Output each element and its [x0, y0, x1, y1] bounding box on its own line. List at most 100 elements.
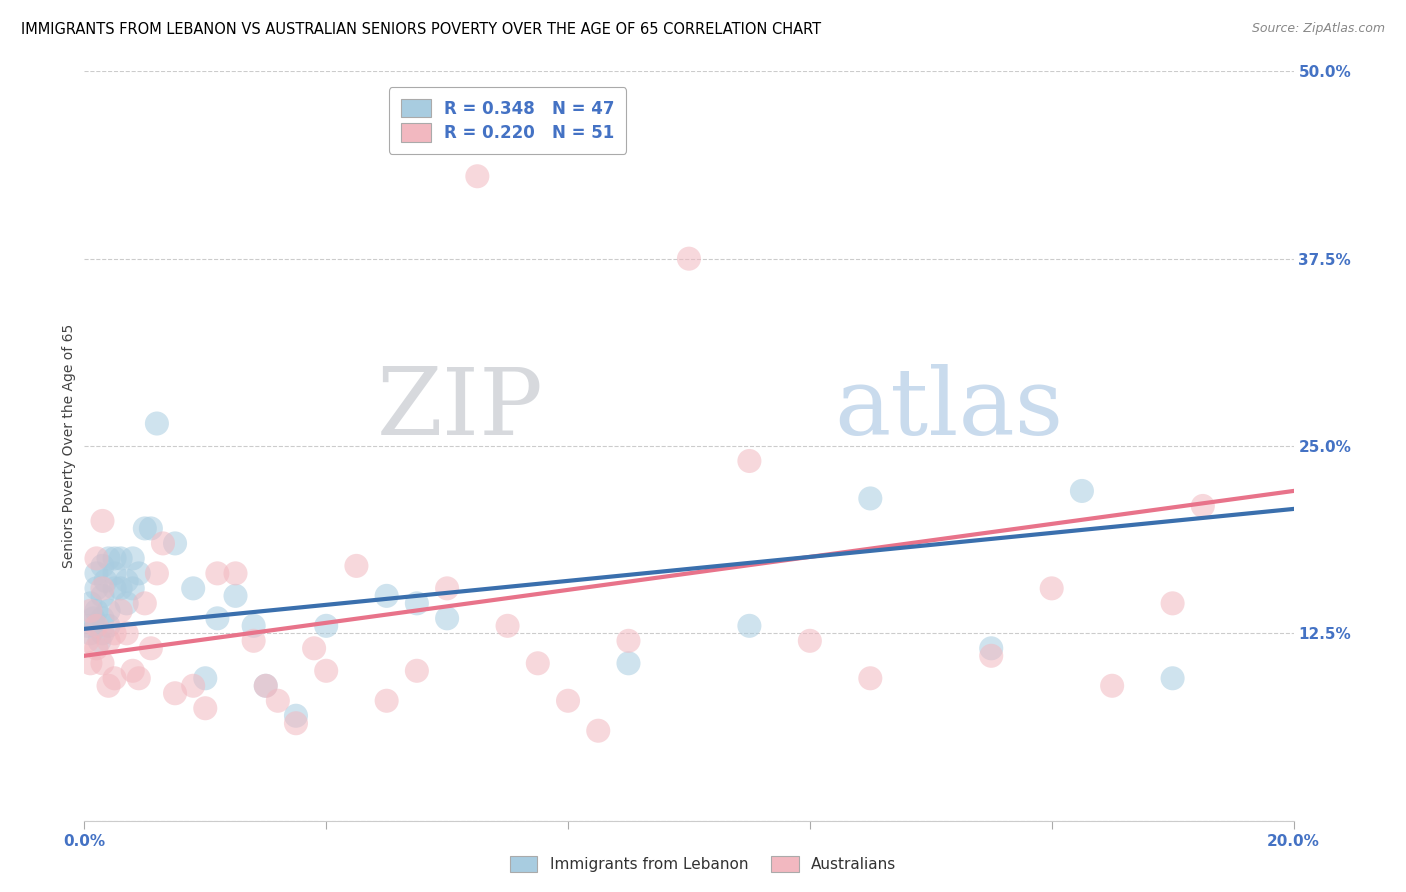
Point [115, 574, 138, 588]
Point [467, 169, 489, 184]
Point [375, 589, 398, 603]
Point [104, 671, 127, 685]
Point [527, 657, 550, 671]
Point [89, 633, 111, 648]
Point [181, 679, 204, 693]
Point [79, 604, 101, 618]
Point [588, 723, 610, 738]
Point [242, 633, 264, 648]
Point [97, 551, 120, 566]
Point [436, 611, 458, 625]
Point [617, 657, 640, 671]
Point [104, 626, 127, 640]
Point [104, 566, 127, 581]
Point [104, 551, 127, 566]
Point [207, 566, 229, 581]
Point [254, 679, 277, 693]
Legend: R = 0.348   N = 47, R = 0.220   N = 51: R = 0.348 N = 47, R = 0.220 N = 51 [389, 87, 626, 153]
Point [315, 664, 337, 678]
Point [97, 633, 120, 648]
Point [181, 582, 204, 596]
Point [207, 611, 229, 625]
Point [91, 558, 114, 573]
Point [225, 566, 247, 581]
Point [1071, 483, 1094, 498]
Point [110, 551, 132, 566]
Point [86, 604, 108, 618]
Point [194, 671, 217, 685]
Point [121, 664, 143, 678]
Point [91, 589, 114, 603]
Point [980, 648, 1002, 663]
Point [97, 619, 120, 633]
Point [79, 657, 101, 671]
Point [146, 417, 169, 431]
Point [97, 679, 120, 693]
Text: Source: ZipAtlas.com: Source: ZipAtlas.com [1251, 22, 1385, 36]
Point [557, 694, 579, 708]
Point [128, 671, 150, 685]
Point [121, 582, 143, 596]
Legend: Immigrants from Lebanon, Australians: Immigrants from Lebanon, Australians [502, 848, 904, 880]
Point [139, 521, 162, 535]
Point [980, 641, 1002, 656]
Point [115, 626, 138, 640]
Point [97, 604, 120, 618]
Point [76, 619, 98, 633]
Point [1101, 679, 1123, 693]
Point [86, 582, 108, 596]
Point [86, 566, 108, 581]
Point [617, 633, 640, 648]
Point [165, 536, 187, 550]
Point [152, 536, 174, 550]
Point [165, 686, 187, 700]
Point [267, 694, 290, 708]
Point [115, 596, 138, 610]
Point [91, 626, 114, 640]
Point [91, 582, 114, 596]
Point [104, 582, 127, 596]
Point [436, 582, 458, 596]
Point [1192, 499, 1215, 513]
Point [799, 633, 821, 648]
Text: ZIP: ZIP [377, 364, 544, 453]
Point [91, 657, 114, 671]
Point [76, 633, 98, 648]
Point [121, 551, 143, 566]
Point [110, 582, 132, 596]
Point [738, 619, 761, 633]
Point [79, 626, 101, 640]
Point [194, 701, 217, 715]
Point [375, 694, 398, 708]
Point [738, 454, 761, 468]
Point [285, 708, 308, 723]
Point [406, 596, 429, 610]
Point [1161, 671, 1184, 685]
Point [285, 716, 308, 731]
Point [346, 558, 368, 573]
Text: IMMIGRANTS FROM LEBANON VS AUSTRALIAN SENIORS POVERTY OVER THE AGE OF 65 CORRELA: IMMIGRANTS FROM LEBANON VS AUSTRALIAN SE… [21, 22, 821, 37]
Point [91, 514, 114, 528]
Point [82, 611, 104, 625]
Point [86, 641, 108, 656]
Point [134, 521, 156, 535]
Point [110, 604, 132, 618]
Point [678, 252, 700, 266]
Point [225, 589, 247, 603]
Point [859, 671, 882, 685]
Point [86, 551, 108, 566]
Point [79, 596, 101, 610]
Point [94, 574, 117, 588]
Y-axis label: Seniors Poverty Over the Age of 65: Seniors Poverty Over the Age of 65 [62, 324, 76, 568]
Point [315, 619, 337, 633]
Point [139, 641, 162, 656]
Point [91, 611, 114, 625]
Point [128, 566, 150, 581]
Point [859, 491, 882, 506]
Point [86, 619, 108, 633]
Point [496, 619, 519, 633]
Point [134, 596, 156, 610]
Text: atlas: atlas [834, 364, 1063, 453]
Point [1040, 582, 1063, 596]
Point [406, 664, 429, 678]
